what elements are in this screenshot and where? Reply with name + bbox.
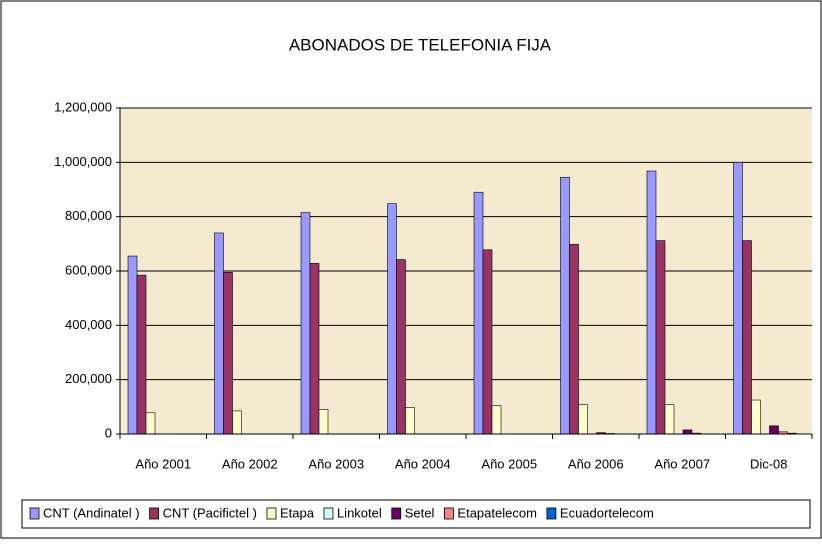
y-tick-label: 800,000 <box>65 208 112 223</box>
x-tick-label: Año 2005 <box>481 456 537 471</box>
bar <box>682 429 693 435</box>
x-tick-label: Año 2006 <box>568 456 624 471</box>
y-tick-label: 1,000,000 <box>54 154 112 169</box>
legend-swatch <box>391 507 402 520</box>
bar <box>733 162 743 435</box>
legend-swatch <box>323 507 334 520</box>
y-tick-label: 1,200,000 <box>54 99 112 114</box>
legend-label: Etapa <box>280 505 315 520</box>
bar <box>473 191 484 435</box>
x-tick-label: Año 2004 <box>395 456 451 471</box>
x-tick-label: Año 2001 <box>135 456 191 471</box>
bar <box>387 203 397 435</box>
bar <box>664 404 675 435</box>
bar <box>578 404 588 435</box>
bar <box>482 249 493 435</box>
x-tick-label: Año 2003 <box>308 456 364 471</box>
legend-swatch <box>266 507 277 520</box>
bar <box>136 274 147 435</box>
bar <box>655 240 666 435</box>
bar <box>223 272 233 435</box>
bar <box>214 232 224 435</box>
legend-label: Ecuadortelecom <box>560 505 654 520</box>
bar <box>127 255 138 435</box>
bar <box>569 244 579 435</box>
x-tick-label: Dic-08 <box>750 456 788 471</box>
bar <box>646 170 657 435</box>
legend-swatch <box>444 507 454 520</box>
chart-title: ABONADOS DE TELEFONIA FIJA <box>289 35 552 54</box>
legend-label: Etapatelecom <box>457 505 537 520</box>
legend-swatch <box>546 507 557 520</box>
bar <box>318 409 329 435</box>
legend-label: Linkotel <box>337 505 382 520</box>
bar <box>396 259 406 435</box>
bar <box>145 412 156 435</box>
bar <box>769 425 779 435</box>
bar <box>309 263 320 435</box>
bar <box>491 405 502 435</box>
y-tick-label: 0 <box>105 425 112 440</box>
legend-swatch <box>29 507 40 520</box>
legend-label: Setel <box>405 505 435 520</box>
bar <box>742 240 752 435</box>
bar <box>560 176 570 435</box>
bar <box>405 407 415 435</box>
y-tick-label: 600,000 <box>65 262 112 277</box>
bar <box>751 399 761 435</box>
legend-label: CNT (Andinatel ) <box>43 505 140 520</box>
y-tick-label: 200,000 <box>65 371 112 386</box>
bar <box>300 212 311 435</box>
bar <box>232 410 242 435</box>
x-tick-label: Año 2007 <box>654 456 710 471</box>
y-tick-label: 400,000 <box>65 317 112 332</box>
x-tick-label: Año 2002 <box>222 456 278 471</box>
legend-swatch <box>149 507 159 520</box>
legend-label: CNT (Pacifictel ) <box>163 505 257 520</box>
